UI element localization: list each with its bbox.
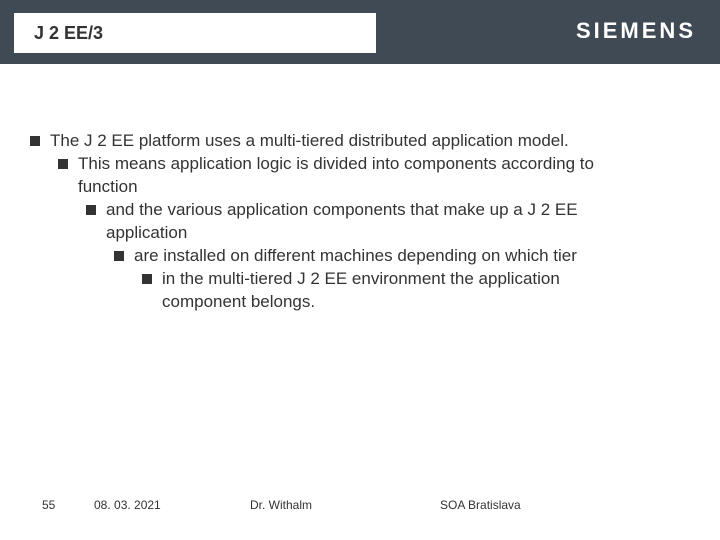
bullet-text: function xyxy=(78,177,138,196)
footer-date: 08. 03. 2021 xyxy=(94,498,161,512)
bullet-item: The J 2 EE platform uses a multi-tiered … xyxy=(30,130,690,153)
bullet-marker-icon xyxy=(114,251,124,261)
header-bar: J 2 EE/3 SIEMENS xyxy=(0,0,720,64)
bullet-marker-icon xyxy=(30,136,40,146)
bullet-marker-icon xyxy=(58,159,68,169)
bullet-text: application xyxy=(106,223,187,242)
bullet-continuation: function xyxy=(78,176,690,199)
title-box: J 2 EE/3 xyxy=(14,13,376,53)
bullet-text: component belongs. xyxy=(162,292,315,311)
bullet-item: in the multi-tiered J 2 EE environment t… xyxy=(142,268,690,291)
bullet-marker-icon xyxy=(86,205,96,215)
bullet-text: are installed on different machines depe… xyxy=(134,245,690,268)
footer-event: SOA Bratislava xyxy=(440,498,521,512)
footer-author: Dr. Withalm xyxy=(250,498,312,512)
bullet-item: are installed on different machines depe… xyxy=(114,245,690,268)
bullet-marker-icon xyxy=(142,274,152,284)
bullet-text: in the multi-tiered J 2 EE environment t… xyxy=(162,268,690,291)
bullet-text: The J 2 EE platform uses a multi-tiered … xyxy=(50,130,690,153)
footer-page-number: 55 xyxy=(42,498,55,512)
bullet-item: This means application logic is divided … xyxy=(58,153,690,176)
slide: J 2 EE/3 SIEMENS The J 2 EE platform use… xyxy=(0,0,720,540)
bullet-continuation: application xyxy=(106,222,690,245)
content-area: The J 2 EE platform uses a multi-tiered … xyxy=(30,130,690,314)
bullet-item: and the various application components t… xyxy=(86,199,690,222)
bullet-text: and the various application components t… xyxy=(106,199,690,222)
slide-title: J 2 EE/3 xyxy=(34,23,103,44)
bullet-continuation: component belongs. xyxy=(162,291,690,314)
bullet-text: This means application logic is divided … xyxy=(78,153,690,176)
brand-logo: SIEMENS xyxy=(576,18,696,44)
